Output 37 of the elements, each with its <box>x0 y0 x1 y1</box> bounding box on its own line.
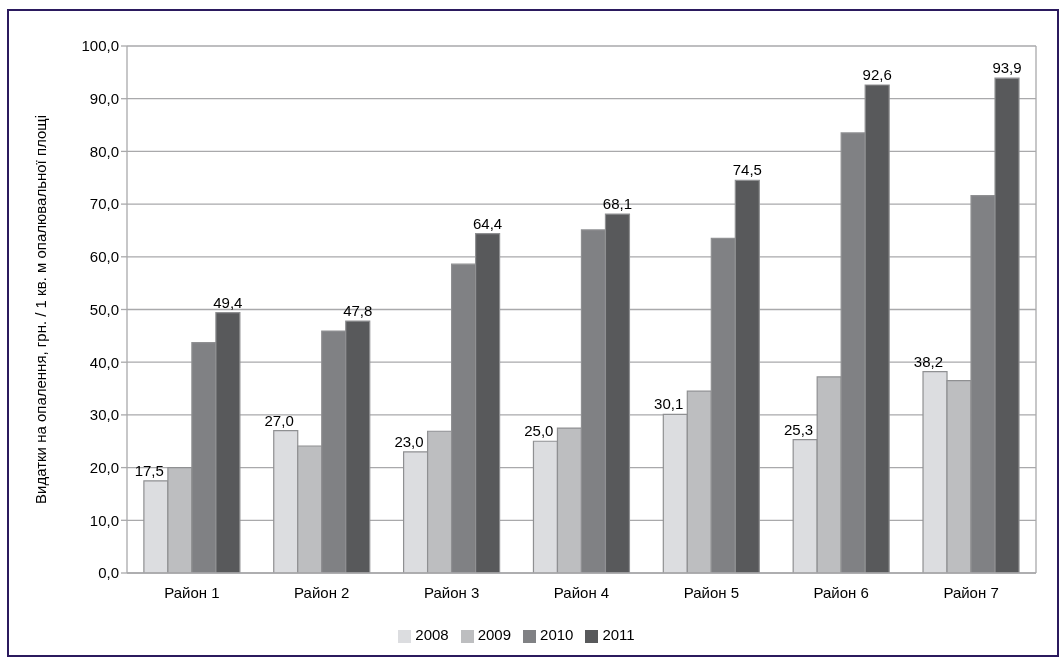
data-label: 74,5 <box>732 161 762 179</box>
y-tick-label: 100,0 <box>81 37 119 55</box>
data-label: 64,4 <box>472 214 503 232</box>
data-label: 68,1 <box>602 195 633 213</box>
y-tick-label: 70,0 <box>89 195 119 213</box>
data-label: 38,2 <box>913 352 944 370</box>
legend-label: 2009 <box>477 626 512 643</box>
y-tick-label: 40,0 <box>89 353 119 371</box>
x-tick-label: Район 4 <box>553 583 610 601</box>
data-label: 23,0 <box>394 432 424 450</box>
y-tick-label: 30,0 <box>89 406 119 424</box>
x-tick-label: Район 6 <box>813 583 869 601</box>
x-tick-label: Район 1 <box>164 583 220 601</box>
y-tick-label: 80,0 <box>89 142 119 160</box>
y-tick-label: 10,0 <box>89 511 119 529</box>
y-tick-label: 90,0 <box>89 90 119 108</box>
legend-label: 2008 <box>415 626 449 643</box>
data-label: 30,1 <box>654 395 684 413</box>
y-tick-label: 60,0 <box>89 248 119 266</box>
data-label: 93,9 <box>992 59 1022 77</box>
x-tick-label: Район 2 <box>294 583 350 601</box>
data-label: 17,5 <box>134 461 164 479</box>
data-label: 27,0 <box>264 411 294 429</box>
y-tick-label: 0,0 <box>98 564 119 582</box>
data-label: 47,8 <box>343 302 373 320</box>
y-axis-title: Видатки на опалення, грн. / 1 кв. м опалювальної площі <box>31 114 49 505</box>
x-tick-label: Район 5 <box>683 583 740 601</box>
data-label: 25,3 <box>783 420 814 438</box>
x-tick-label: Район 3 <box>423 583 480 601</box>
y-tick-label: 50,0 <box>89 300 119 318</box>
data-label: 25,0 <box>524 422 554 440</box>
x-tick-label: Район 7 <box>943 583 999 601</box>
legend-label: 2010 <box>540 626 574 643</box>
y-tick-label: 20,0 <box>89 458 119 476</box>
data-label: 92,6 <box>862 66 892 83</box>
legend-label: 2011 <box>602 626 635 643</box>
data-label: 49,4 <box>213 293 243 311</box>
